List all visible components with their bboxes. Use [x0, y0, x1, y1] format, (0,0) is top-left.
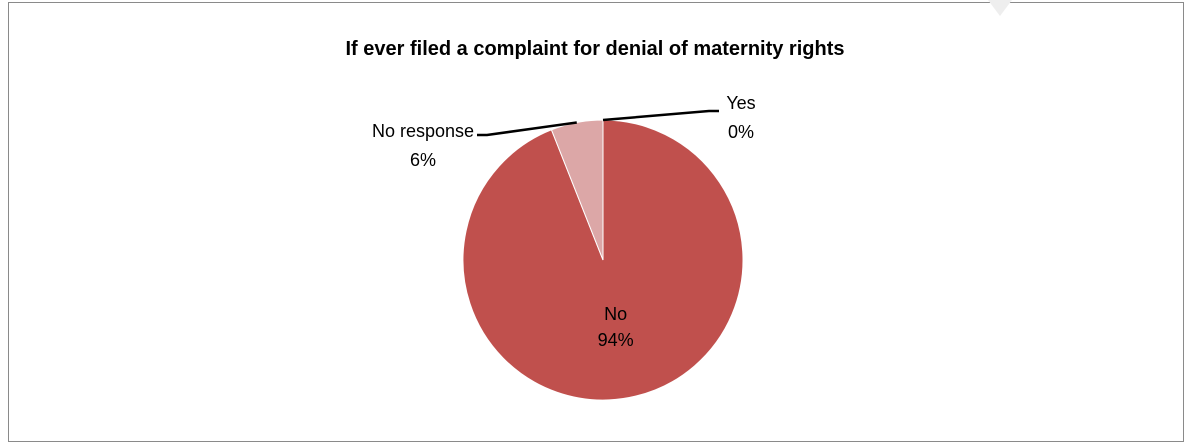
chart-frame: If ever filed a complaint for denial of …: [8, 2, 1184, 442]
pie-slice-no-response: [550, 119, 604, 261]
pie-chart: If ever filed a complaint for denial of …: [346, 38, 845, 401]
data-label-yes-value: 0%: [728, 122, 754, 142]
data-label-no-response-category: No response: [372, 121, 474, 141]
leader-line-no-response: [477, 121, 577, 137]
data-label-no-category: No: [604, 304, 627, 324]
page-corner-decoration: [988, 0, 1012, 16]
data-label-no-response-value: 6%: [410, 150, 436, 170]
data-label-yes-category: Yes: [726, 93, 755, 113]
data-label-no-value: 94%: [598, 330, 634, 350]
chart-title: If ever filed a complaint for denial of …: [346, 38, 845, 60]
leader-line-yes: [602, 109, 719, 122]
pie-slices: [462, 119, 744, 401]
leader-lines: [477, 109, 719, 137]
data-labels: Yes 0% No 94% No response 6%: [372, 93, 756, 350]
